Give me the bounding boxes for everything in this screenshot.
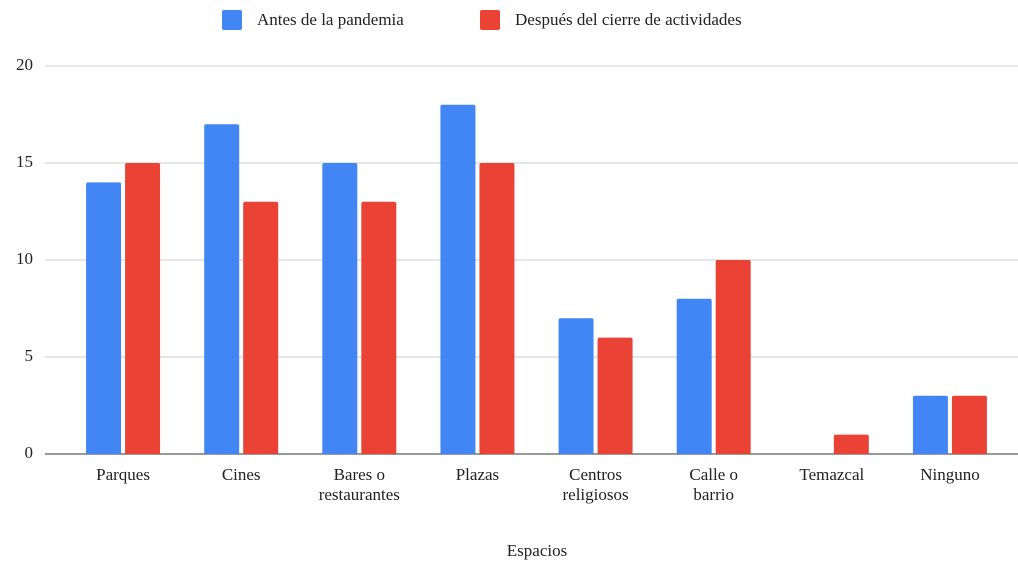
bar	[715, 260, 751, 454]
legend-swatch	[222, 10, 242, 30]
legend-swatch	[480, 10, 500, 30]
bar	[86, 182, 122, 454]
bar	[361, 201, 397, 454]
legend-label: Después del cierre de actividades	[515, 10, 742, 29]
x-tick-label: Cines	[221, 465, 261, 484]
x-axis-title: Espacios	[507, 541, 567, 560]
y-tick-label: 0	[25, 443, 34, 462]
bar	[440, 104, 476, 455]
x-tick-label: Plazas	[455, 465, 500, 484]
bar	[676, 298, 712, 454]
bar	[912, 395, 948, 454]
x-tick-label: Bares o restaurantes	[318, 465, 400, 504]
y-tick-label: 15	[16, 152, 33, 171]
bar	[597, 337, 633, 454]
x-tick-label: Calle o barrio	[689, 465, 738, 504]
bar	[322, 163, 358, 454]
bar	[204, 124, 240, 454]
x-tick-label: Parques	[96, 465, 150, 484]
bar	[951, 395, 987, 454]
y-tick-label: 20	[16, 55, 33, 74]
x-tick-label: Centros religiosos	[562, 465, 629, 504]
x-tick-label: Ninguno	[920, 465, 980, 484]
bar	[125, 163, 161, 454]
bar	[243, 201, 279, 454]
x-tick-label: Temazcal	[799, 465, 865, 484]
y-tick-label: 5	[25, 346, 34, 365]
bar	[479, 163, 515, 454]
y-tick-label: 10	[16, 249, 33, 268]
bar	[558, 318, 594, 454]
legend-label: Antes de la pandemia	[257, 10, 404, 29]
bar	[833, 434, 869, 454]
